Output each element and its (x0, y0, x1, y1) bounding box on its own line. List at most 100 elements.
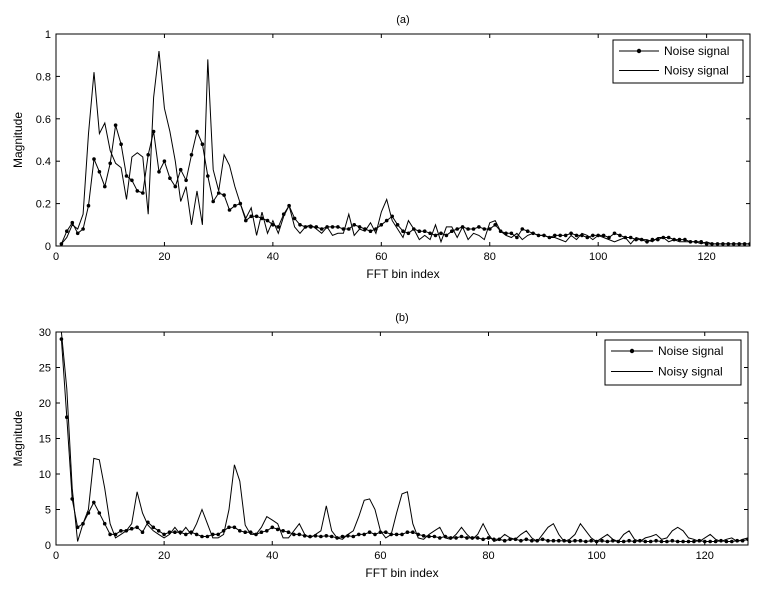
data-point-noise-signal (591, 233, 595, 238)
data-point-noise-signal (681, 539, 685, 544)
data-point-noise-signal (233, 203, 237, 208)
data-point-noise-signal (439, 231, 443, 236)
data-point-noise-signal (509, 231, 514, 236)
data-point-noise-signal (243, 530, 247, 534)
data-point-noise-signal (227, 208, 232, 212)
data-point-noise-signal (336, 225, 340, 229)
data-point-noise-signal (129, 526, 134, 531)
data-point-noise-signal (195, 129, 199, 134)
data-point-noise-signal (632, 539, 637, 544)
data-point-noise-signal (108, 161, 112, 166)
data-point-noise-signal (184, 532, 188, 537)
data-point-noise-signal (324, 534, 329, 538)
data-point-noise-signal (352, 223, 357, 227)
chart-panel-b: 0 20 40 60 80 100 120 0 5 10 15 20 25 30 (b) FFT bin in… (11, 312, 749, 580)
chart-panel-a: 0 20 40 60 80 100 120 0 0.2 0.4 0.6 0.8 1 (a) FFT bin … (11, 14, 751, 281)
data-point-noise-signal (713, 539, 718, 544)
data-point-noise-signal (612, 231, 617, 236)
data-point-noise-signal (162, 532, 166, 537)
data-point-noise-signal (666, 235, 671, 240)
data-point-noise-signal (703, 539, 707, 544)
x-tick-label: 20 (158, 251, 170, 263)
series-line-noisy-signal (61, 50, 750, 245)
data-point-noise-signal (600, 538, 604, 543)
y-tick-label: 5 (45, 505, 51, 517)
data-point-noise-signal (173, 530, 177, 534)
data-point-noise-signal (519, 538, 523, 543)
data-point-noise-signal (347, 227, 351, 231)
data-point-noise-signal (648, 539, 653, 544)
data-point-noise-signal (124, 174, 129, 178)
data-point-noise-signal (162, 159, 167, 163)
data-point-noise-signal (200, 534, 204, 539)
data-point-noise-signal (276, 225, 281, 229)
data-point-noise-signal (493, 223, 498, 227)
data-point-noise-signal (643, 539, 648, 544)
legend-label: Noisy signal (658, 365, 723, 379)
x-tick-label: 80 (482, 550, 494, 562)
data-point-noise-signal (411, 530, 415, 534)
data-point-noise-signal (140, 530, 145, 534)
data-point-noise-signal (135, 189, 140, 193)
data-point-noise-signal (184, 178, 188, 183)
data-point-noise-signal (156, 529, 161, 533)
data-point-noise-signal (699, 240, 703, 244)
data-point-noise-signal (367, 530, 372, 534)
x-tick-label: 80 (484, 251, 496, 263)
data-point-noise-signal (502, 538, 507, 543)
data-point-noise-signal (520, 227, 525, 231)
data-point-noise-signal (141, 191, 145, 195)
x-tick-label: 40 (267, 251, 279, 263)
y-tick-label: 10 (39, 469, 51, 481)
data-point-noise-signal (81, 227, 85, 231)
data-point-noise-signal (384, 218, 389, 223)
data-point-noise-signal (584, 539, 588, 544)
data-point-noise-signal (477, 225, 481, 229)
data-point-noise-signal (455, 227, 460, 231)
data-point-noise-signal (422, 229, 427, 233)
data-point-noise-signal (730, 539, 734, 544)
data-point-noise-signal (692, 539, 696, 544)
data-point-noise-signal (130, 178, 134, 183)
data-point-noise-signal (567, 539, 572, 544)
data-point-noise-signal (400, 532, 404, 537)
data-point-noise-signal (298, 223, 302, 227)
data-point-noise-signal (286, 530, 291, 534)
data-point-noise-signal (607, 235, 611, 240)
data-point-noise-signal (211, 199, 215, 204)
data-point-noise-signal (249, 214, 253, 219)
y-tick-label: 0 (45, 241, 51, 253)
x-tick-label: 0 (53, 251, 59, 263)
data-point-noise-signal (438, 536, 442, 540)
data-point-noise-signal (654, 538, 658, 543)
legend-box (612, 39, 744, 84)
data-point-noise-signal (628, 235, 633, 240)
data-point-noise-signal (86, 203, 91, 208)
data-point-noise-signal (75, 231, 80, 236)
data-point-noise-signal (108, 532, 112, 537)
data-point-noise-signal (384, 530, 388, 534)
data-point-noise-signal (486, 536, 491, 540)
y-tick-label: 0.2 (36, 199, 51, 211)
data-point-noise-signal (275, 527, 280, 532)
data-point-noise-signal (708, 539, 712, 544)
data-point-noise-signal (373, 532, 377, 537)
x-axis-label: FFT bin index (365, 566, 438, 580)
data-point-noise-signal (232, 525, 237, 530)
data-point-noise-signal (103, 184, 107, 189)
data-point-noise-signal (189, 153, 194, 157)
legend: Noise signal Noisy signal (604, 339, 742, 386)
data-point-noise-signal (488, 227, 492, 231)
data-point-noise-signal (270, 525, 275, 530)
data-point-noise-signal (454, 536, 458, 540)
legend-marker-noise-signal (629, 348, 635, 354)
series-line-noisy-signal (60, 332, 748, 543)
data-point-noise-signal (319, 227, 324, 231)
y-axis-label: Magnitude (11, 112, 25, 168)
x-tick-label: 100 (587, 550, 605, 562)
data-point-noise-signal (558, 233, 562, 238)
data-point-noise-signal (357, 225, 362, 229)
data-point-noise-signal (394, 532, 399, 537)
data-point-noise-signal (265, 529, 269, 533)
data-point-noise-signal (618, 233, 622, 238)
